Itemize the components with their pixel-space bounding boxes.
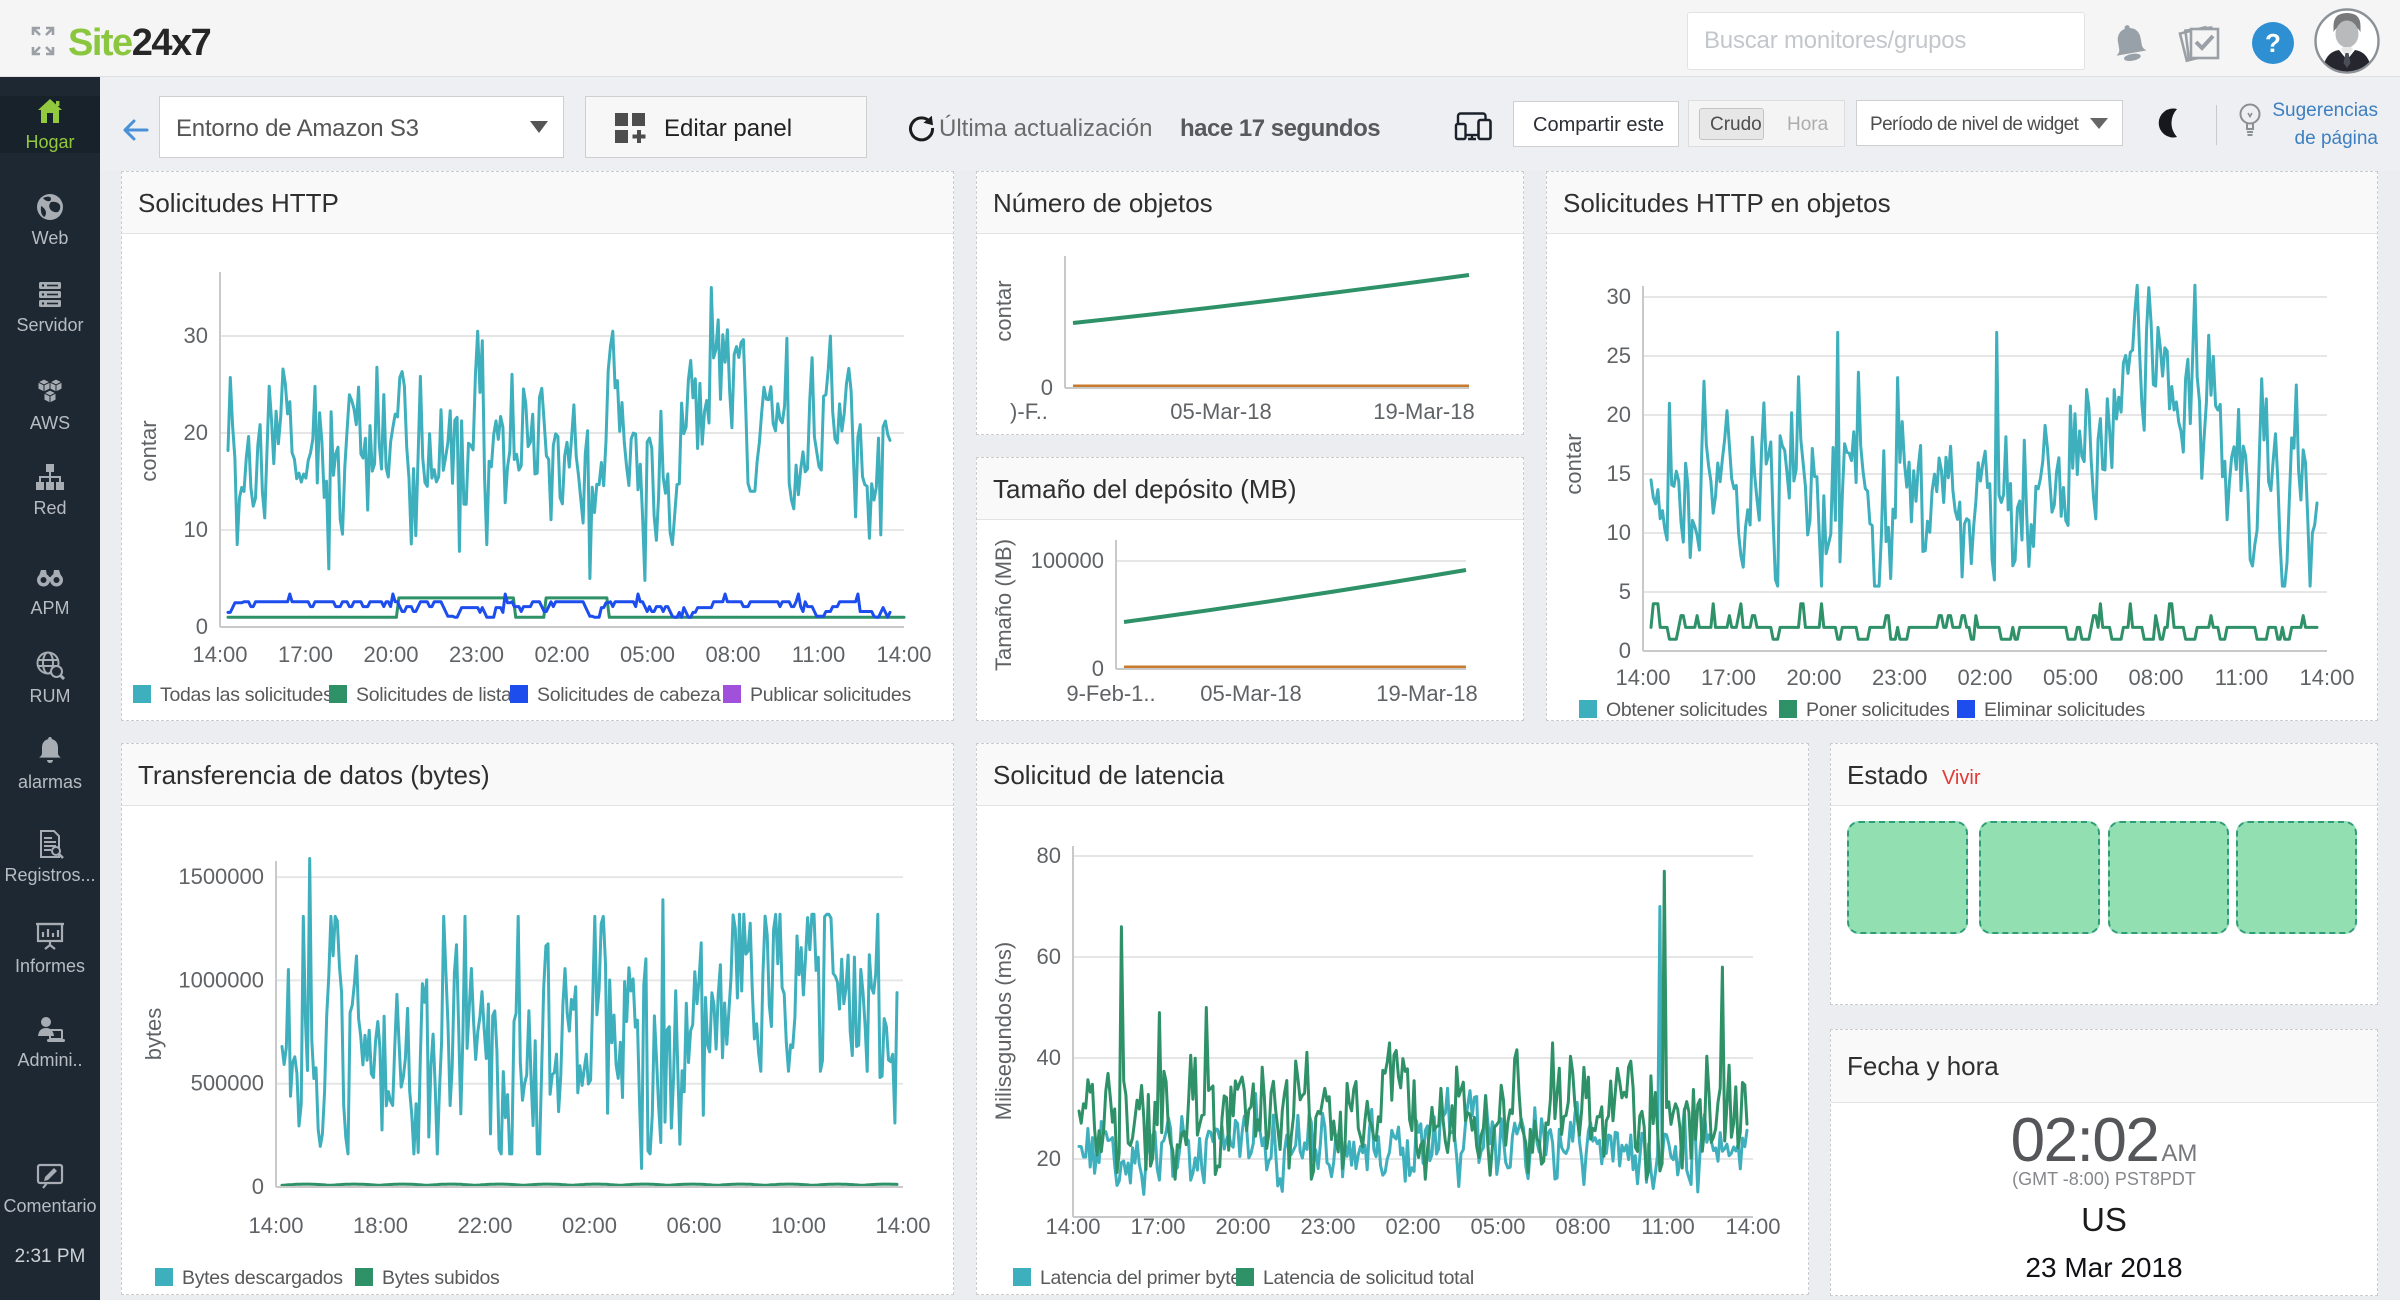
svg-text:0: 0 [252, 1174, 264, 1199]
svg-text:23:00: 23:00 [1300, 1214, 1355, 1239]
svg-text:14:00: 14:00 [192, 642, 247, 667]
svg-text:Latencia del primer byte: Latencia del primer byte [1040, 1267, 1241, 1289]
svg-text:Bytes descargados: Bytes descargados [182, 1267, 343, 1289]
svg-text:05:00: 05:00 [1470, 1214, 1525, 1239]
svg-text:Tamaño (MB): Tamaño (MB) [991, 539, 1016, 671]
svg-text:Bytes subidos: Bytes subidos [382, 1267, 500, 1289]
svg-text:100000: 100000 [1031, 548, 1104, 573]
svg-text:Todas las solicitudes: Todas las solicitudes [160, 684, 333, 706]
svg-text:19-Mar-18: 19-Mar-18 [1373, 399, 1474, 424]
svg-text:0: 0 [1619, 638, 1631, 663]
svg-text:05:00: 05:00 [2043, 665, 2098, 690]
svg-text:11:00: 11:00 [1641, 1214, 1694, 1239]
svg-text:20: 20 [1037, 1146, 1061, 1171]
svg-text:17:00: 17:00 [1130, 1214, 1185, 1239]
svg-text:11:00: 11:00 [792, 642, 845, 667]
svg-text:14:00: 14:00 [1045, 1214, 1100, 1239]
svg-text:20: 20 [1607, 402, 1631, 427]
svg-text:500000: 500000 [191, 1071, 264, 1096]
svg-text:14:00: 14:00 [248, 1213, 303, 1238]
svg-text:14:00: 14:00 [1725, 1214, 1780, 1239]
svg-text:05-Mar-18: 05-Mar-18 [1170, 399, 1271, 424]
svg-text:06:00: 06:00 [666, 1213, 721, 1238]
svg-text:25: 25 [1607, 343, 1631, 368]
svg-text:Solicitudes de cabeza: Solicitudes de cabeza [537, 684, 721, 706]
svg-text:5: 5 [1619, 579, 1631, 604]
svg-text:20:00: 20:00 [363, 642, 418, 667]
svg-text:60: 60 [1037, 944, 1061, 969]
svg-text:80: 80 [1037, 843, 1061, 868]
svg-text:05:00: 05:00 [620, 642, 675, 667]
svg-text:14:00: 14:00 [875, 1213, 930, 1238]
svg-text:10: 10 [184, 517, 208, 542]
svg-text:contar: contar [136, 420, 161, 481]
svg-text:20:00: 20:00 [1786, 665, 1841, 690]
svg-text:Obtener solicitudes: Obtener solicitudes [1606, 699, 1768, 721]
svg-text:Publicar solicitudes: Publicar solicitudes [750, 684, 911, 706]
svg-text:Poner solicitudes: Poner solicitudes [1806, 699, 1950, 721]
svg-text:15: 15 [1607, 461, 1631, 486]
svg-text:08:00: 08:00 [1555, 1214, 1610, 1239]
svg-text:23:00: 23:00 [1872, 665, 1927, 690]
svg-text:14:00: 14:00 [1615, 665, 1670, 690]
svg-text:02:00: 02:00 [1957, 665, 2012, 690]
svg-text:20: 20 [184, 420, 208, 445]
svg-text:05-Mar-18: 05-Mar-18 [1200, 681, 1301, 706]
svg-text:02:00: 02:00 [562, 1213, 617, 1238]
svg-text:0: 0 [1041, 375, 1053, 400]
svg-text:20:00: 20:00 [1215, 1214, 1270, 1239]
svg-text:Solicitudes de lista: Solicitudes de lista [356, 684, 512, 706]
svg-text:9-Feb-1..: 9-Feb-1.. [1066, 681, 1155, 706]
svg-text:02:00: 02:00 [1385, 1214, 1440, 1239]
svg-text:0: 0 [196, 614, 208, 639]
svg-text:10:00: 10:00 [771, 1213, 826, 1238]
svg-text:contar: contar [1561, 433, 1586, 494]
svg-text:02:00: 02:00 [534, 642, 589, 667]
svg-text:0: 0 [1092, 656, 1104, 681]
svg-text:23:00: 23:00 [449, 642, 504, 667]
svg-text:1000000: 1000000 [178, 967, 264, 992]
svg-text:contar: contar [991, 280, 1016, 341]
svg-text:10: 10 [1607, 520, 1631, 545]
svg-text:14:00: 14:00 [876, 642, 931, 667]
svg-text:1500000: 1500000 [178, 864, 264, 889]
svg-text:18:00: 18:00 [353, 1213, 408, 1238]
svg-text:Milisegundos (ms): Milisegundos (ms) [991, 942, 1016, 1121]
svg-text:22:00: 22:00 [457, 1213, 512, 1238]
svg-text:17:00: 17:00 [1701, 665, 1756, 690]
svg-text:40: 40 [1037, 1045, 1061, 1070]
svg-text:Latencia de solicitud total: Latencia de solicitud total [1263, 1267, 1474, 1289]
svg-text:30: 30 [184, 323, 208, 348]
svg-text:bytes: bytes [141, 1008, 166, 1061]
svg-text:)-F..: )-F.. [1010, 399, 1048, 424]
svg-text:19-Mar-18: 19-Mar-18 [1376, 681, 1477, 706]
svg-text:17:00: 17:00 [278, 642, 333, 667]
svg-text:30: 30 [1607, 284, 1631, 309]
svg-text:Eliminar solicitudes: Eliminar solicitudes [1984, 699, 2145, 721]
svg-text:14:00: 14:00 [2299, 665, 2354, 690]
svg-text:08:00: 08:00 [2128, 665, 2183, 690]
svg-text:08:00: 08:00 [705, 642, 760, 667]
svg-text:11:00: 11:00 [2215, 665, 2268, 690]
svg-text:?: ? [2265, 28, 2281, 58]
